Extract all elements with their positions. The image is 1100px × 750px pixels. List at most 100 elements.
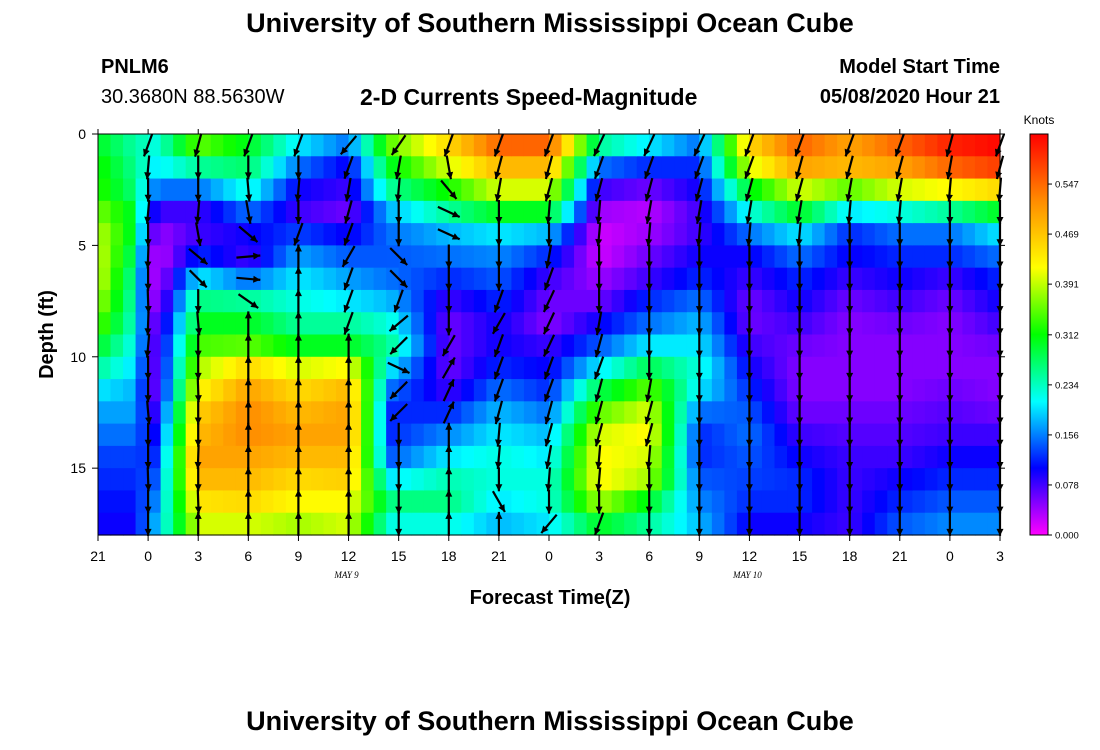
heatmap-cell — [398, 289, 412, 313]
heatmap-cell — [649, 200, 663, 224]
heatmap-cell — [148, 289, 162, 313]
heatmap-cell — [749, 156, 763, 180]
current-arrow — [389, 269, 408, 289]
heatmap-cell — [761, 200, 776, 224]
heatmap-cell — [661, 267, 675, 291]
heatmap-cell — [423, 178, 437, 202]
heatmap-cell — [398, 312, 412, 336]
heatmap-cell — [761, 356, 776, 380]
heatmap-cell — [198, 134, 212, 157]
heatmap-cell — [749, 134, 763, 157]
heatmap-cell — [123, 379, 137, 402]
current-arrow — [345, 489, 353, 514]
current-arrow — [595, 289, 603, 314]
current-arrow — [846, 244, 854, 269]
current-arrow — [194, 400, 202, 425]
heatmap-cell — [210, 334, 224, 358]
current-arrow — [294, 511, 302, 536]
heatmap-cell — [511, 468, 525, 492]
heatmap-cell — [110, 156, 124, 180]
heatmap-cell — [235, 178, 249, 202]
heatmap-cell — [899, 178, 913, 202]
x-tick-label: 3 — [996, 548, 1004, 564]
heatmap-cell — [549, 468, 563, 492]
heatmap-cell — [398, 334, 412, 358]
heatmap-cell — [574, 356, 588, 380]
heatmap-cell — [874, 312, 888, 336]
heatmap-cell — [310, 468, 325, 492]
heatmap-cell — [611, 134, 625, 157]
heatmap-cell — [461, 245, 475, 269]
current-arrow — [595, 467, 603, 492]
current-arrow — [846, 445, 854, 470]
colorbar-scale — [1029, 133, 1049, 536]
current-arrow — [244, 445, 252, 469]
heatmap-cell — [799, 356, 813, 380]
heatmap-cell — [924, 312, 938, 336]
heatmap-cell — [498, 156, 513, 180]
heatmap-cell — [849, 490, 863, 514]
heatmap-cell — [185, 267, 199, 291]
heatmap-cell — [536, 312, 550, 336]
current-arrow — [294, 467, 302, 492]
heatmap-cell — [799, 156, 813, 180]
heatmap-cell — [423, 490, 437, 514]
heatmap-cell — [824, 267, 838, 291]
heatmap-cell — [812, 267, 826, 291]
heatmap-cell — [423, 445, 437, 469]
heatmap-cell — [98, 312, 112, 336]
current-arrow — [395, 489, 403, 514]
heatmap-cell — [549, 490, 563, 514]
current-arrow — [390, 134, 407, 156]
colorbar-tick-label: 0.234 — [1055, 380, 1079, 391]
heatmap-cell — [849, 379, 863, 402]
heatmap-cell — [173, 468, 187, 492]
colorbar-tick-label: 0.156 — [1055, 430, 1079, 441]
current-arrow — [695, 244, 703, 269]
heatmap-cell — [411, 200, 425, 224]
current-arrow — [144, 244, 152, 269]
heatmap-cell — [649, 267, 663, 291]
current-arrow — [593, 512, 605, 536]
heatmap-cell — [649, 334, 663, 358]
heatmap-cell — [260, 267, 274, 291]
heatmap-cell — [574, 423, 588, 447]
heatmap-cell — [974, 468, 989, 492]
heatmap-cell — [473, 423, 487, 447]
heatmap-cell — [511, 512, 525, 536]
current-arrow — [445, 467, 453, 492]
heatmap-cell — [310, 401, 325, 425]
current-arrow — [395, 467, 403, 492]
heatmap-cell — [812, 423, 826, 447]
current-arrow — [695, 467, 703, 492]
heatmap-cell — [148, 445, 162, 469]
current-arrow — [946, 445, 954, 470]
heatmap-cell — [323, 490, 337, 514]
current-arrow — [946, 467, 954, 492]
heatmap-cell — [123, 423, 137, 447]
heatmap-cell — [812, 156, 826, 180]
heatmap-cell — [649, 423, 663, 447]
heatmap-cell — [661, 223, 675, 246]
heatmap-cell — [849, 267, 863, 291]
heatmap-cell — [423, 401, 437, 425]
heatmap-cell — [849, 356, 863, 380]
heatmap-cell — [185, 312, 199, 336]
heatmap-cell — [774, 401, 788, 425]
heatmap-cell — [774, 245, 788, 269]
current-arrow — [645, 511, 653, 536]
heatmap-cell — [423, 223, 437, 246]
heatmap-cell — [774, 423, 788, 447]
heatmap-cell — [549, 289, 563, 313]
heatmap-cell — [711, 245, 725, 269]
current-arrow — [442, 401, 455, 424]
heatmap-cell — [373, 156, 387, 180]
heatmap-cell — [448, 312, 462, 336]
x-tick-label: 0 — [545, 548, 553, 564]
heatmap-cell — [198, 468, 212, 492]
heatmap-cell — [361, 490, 375, 514]
heatmap-cell — [812, 223, 826, 246]
heatmap-cell — [599, 423, 613, 447]
heatmap-cell — [624, 134, 638, 157]
x-tick-label: 3 — [595, 548, 603, 564]
